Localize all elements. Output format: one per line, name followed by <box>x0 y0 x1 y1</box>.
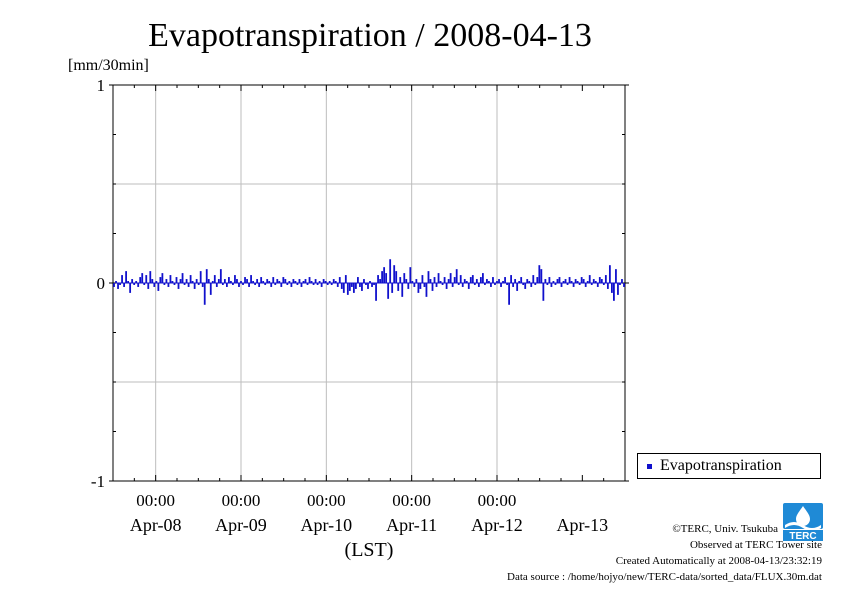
x-date-tick-label: Apr-08 <box>130 515 182 535</box>
x-time-tick-label: 00:00 <box>222 491 261 510</box>
x-date-tick-label: Apr-10 <box>301 515 353 535</box>
y-axis-unit-label: [mm/30min] <box>68 57 149 74</box>
site-text: Observed at TERC Tower site <box>689 539 822 551</box>
x-time-tick-label: 00:00 <box>392 491 431 510</box>
x-date-tick-label: Apr-12 <box>471 515 523 535</box>
y-tick-label: 1 <box>97 76 106 95</box>
y-tick-label: 0 <box>97 274 106 293</box>
y-tick-label: -1 <box>91 472 105 491</box>
x-date-tick-label: Apr-11 <box>386 515 437 535</box>
credits-block: ©TERC, Univ. Tsukuba Observed at TERC To… <box>507 521 822 585</box>
legend: Evapotranspiration <box>637 453 821 479</box>
x-time-tick-label: 00:00 <box>478 491 517 510</box>
chart-title: Evapotranspiration / 2008-04-13 <box>148 17 592 54</box>
legend-label: Evapotranspiration <box>660 457 782 474</box>
terc-logo-icon: TERC <box>783 503 823 541</box>
tick-labels: -1 0 1 00:00 00:00 00:00 00:00 00:00 Apr-08 Apr-0… <box>91 76 608 535</box>
data-source-text: Data source : /home/hojyo/new/TERC-data/… <box>507 571 822 583</box>
bar-series <box>113 259 625 305</box>
x-time-tick-label: 00:00 <box>307 491 346 510</box>
x-time-tick-label: 00:00 <box>136 491 175 510</box>
svg-text:TERC: TERC <box>789 531 816 541</box>
x-date-tick-label: Apr-09 <box>215 515 267 535</box>
created-text: Created Automatically at 2008-04-13/23:3… <box>615 555 822 567</box>
legend-swatch <box>647 464 652 469</box>
copyright-text: ©TERC, Univ. Tsukuba <box>672 523 778 535</box>
x-axis-label: (LST) <box>345 539 394 561</box>
x-date-tick-label: Apr-13 <box>557 515 609 535</box>
